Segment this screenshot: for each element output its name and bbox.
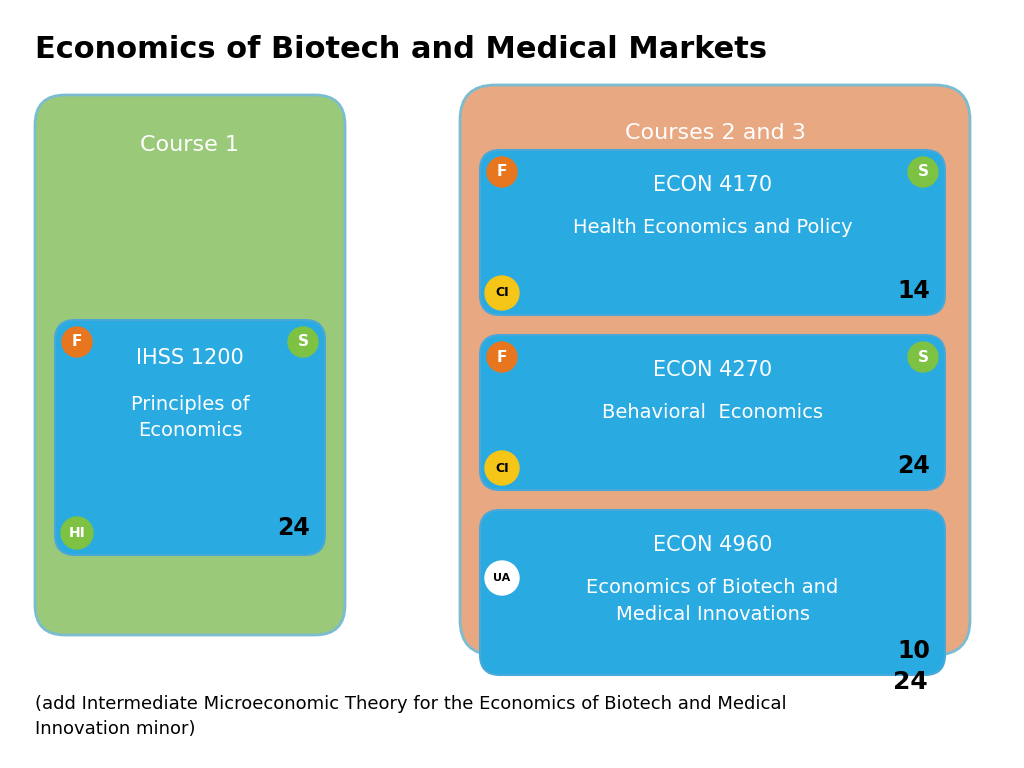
Circle shape: [485, 561, 519, 595]
Circle shape: [485, 451, 519, 485]
Text: S: S: [298, 335, 308, 349]
FancyBboxPatch shape: [480, 335, 945, 490]
Circle shape: [487, 157, 517, 187]
Text: ECON 4270: ECON 4270: [653, 360, 772, 380]
Text: ECON 4170: ECON 4170: [653, 175, 772, 195]
Circle shape: [908, 157, 938, 187]
Text: 14: 14: [897, 279, 930, 303]
Circle shape: [485, 276, 519, 310]
Circle shape: [62, 327, 92, 357]
Text: UA: UA: [494, 573, 511, 583]
Text: IHSS 1200: IHSS 1200: [136, 348, 244, 368]
Text: CI: CI: [496, 286, 509, 300]
Text: HI: HI: [69, 526, 85, 540]
Text: Principles of
Economics: Principles of Economics: [131, 395, 249, 441]
Text: S: S: [918, 164, 929, 180]
Text: F: F: [497, 349, 507, 365]
FancyBboxPatch shape: [460, 85, 970, 655]
Circle shape: [487, 342, 517, 372]
Text: Courses 2 and 3: Courses 2 and 3: [625, 123, 806, 143]
Circle shape: [908, 342, 938, 372]
Text: 24: 24: [893, 670, 928, 694]
FancyBboxPatch shape: [480, 510, 945, 675]
Text: Economics of Biotech and Medical Markets: Economics of Biotech and Medical Markets: [35, 35, 767, 64]
Text: Behavioral  Economics: Behavioral Economics: [602, 403, 823, 422]
Circle shape: [61, 517, 93, 549]
Text: F: F: [497, 164, 507, 180]
FancyBboxPatch shape: [55, 320, 325, 555]
Text: S: S: [918, 349, 929, 365]
Text: 24: 24: [897, 454, 930, 478]
FancyBboxPatch shape: [480, 150, 945, 315]
Text: 24: 24: [278, 516, 310, 540]
Text: (add Intermediate Microeconomic Theory for the Economics of Biotech and Medical
: (add Intermediate Microeconomic Theory f…: [35, 695, 786, 738]
Text: 10: 10: [897, 639, 930, 663]
Text: ECON 4960: ECON 4960: [653, 535, 772, 555]
FancyBboxPatch shape: [35, 95, 345, 635]
Text: Economics of Biotech and
Medical Innovations: Economics of Biotech and Medical Innovat…: [587, 578, 839, 624]
Text: CI: CI: [496, 462, 509, 475]
Text: Health Economics and Policy: Health Economics and Policy: [572, 218, 852, 237]
Text: F: F: [72, 335, 82, 349]
Circle shape: [288, 327, 318, 357]
Text: Course 1: Course 1: [140, 135, 240, 155]
